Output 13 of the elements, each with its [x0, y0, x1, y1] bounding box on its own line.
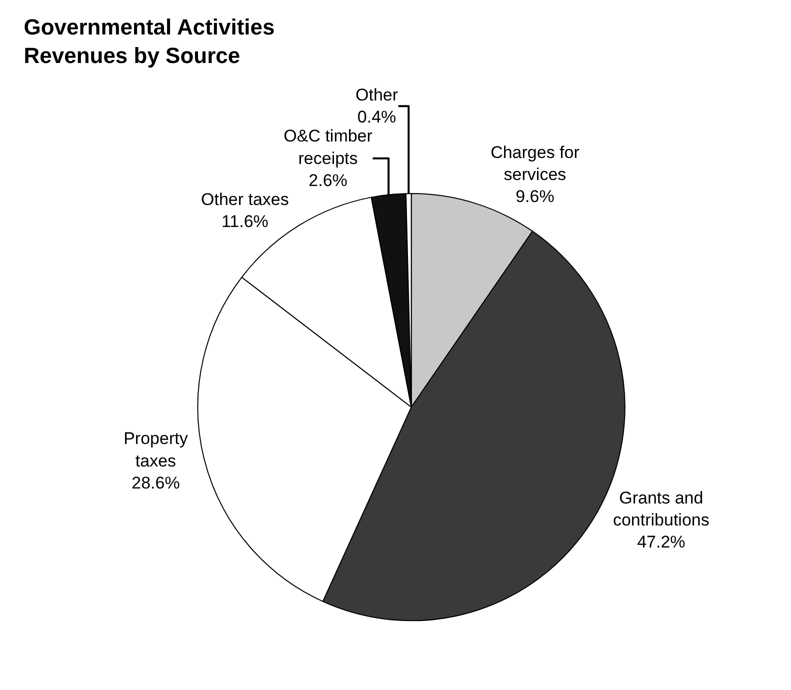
chart-title: Governmental Activities Revenues by Source	[24, 14, 275, 68]
slice-label: Charges for services	[490, 142, 580, 184]
slice-label: O&C timber receipts	[284, 126, 373, 168]
data-label: 9.6%	[516, 186, 554, 206]
slice-label: Property taxes	[124, 429, 188, 470]
data-label: 47.2%	[637, 532, 686, 552]
data-label: 2.6%	[308, 170, 348, 190]
data-label: 0.4%	[357, 108, 396, 127]
slice-label: Grants and contributions	[612, 488, 710, 530]
slice-label: Other	[356, 86, 398, 105]
slice-label: Other taxes	[201, 190, 289, 209]
data-label: 11.6%	[221, 212, 268, 232]
data-label: 28.6%	[132, 473, 180, 492]
